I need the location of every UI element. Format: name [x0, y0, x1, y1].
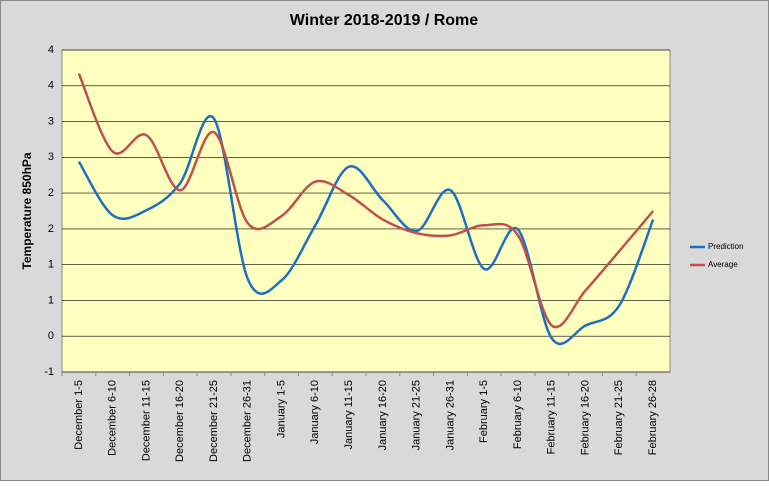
x-tick-label: February 1-5: [478, 380, 490, 443]
x-tick-label: December 16-20: [174, 380, 186, 462]
series-line: [77, 73, 655, 329]
y-tick-label: 1: [48, 259, 54, 271]
x-tick-label: January 26-31: [444, 380, 456, 450]
y-tick-label: 4: [48, 44, 54, 56]
x-tick-label: January 1-5: [275, 380, 287, 438]
x-tick-label: December 26-31: [242, 380, 254, 462]
chart-title: Winter 2018-2019 / Rome: [290, 12, 478, 29]
y-tick-label: 3: [48, 115, 54, 127]
x-tick-label: December 21-25: [208, 380, 220, 462]
x-tick-label: February 11-15: [546, 380, 558, 454]
y-axis-label: Temperature 850hPa: [20, 152, 34, 269]
y-tick-label: 3: [48, 151, 54, 163]
y-tick-label: 4: [48, 80, 54, 92]
x-tick-label: January 6-10: [309, 380, 321, 444]
y-tick-label: 2: [48, 223, 54, 235]
x-tick-label: February 21-25: [613, 380, 625, 455]
x-tick-label: January 11-15: [343, 380, 355, 450]
y-tick-label: 0: [48, 330, 54, 342]
series-line: [77, 114, 655, 346]
y-tick-label: 2: [48, 187, 54, 199]
x-tick-label: January 16-20: [377, 380, 389, 450]
legend-label: Prediction: [708, 242, 744, 251]
x-tick-label: December 1-5: [73, 380, 85, 450]
x-tick-label: December 6-10: [107, 380, 119, 456]
y-tick-label: 1: [48, 294, 54, 306]
plot-area: [61, 49, 671, 373]
legend-label: Average: [708, 260, 738, 269]
y-tick-label: -1: [44, 366, 54, 378]
x-tick-label: February 6-10: [512, 380, 524, 449]
x-tick-label: February 26-28: [647, 380, 659, 455]
x-tick-label: January 21-25: [411, 380, 423, 450]
x-tick-label: December 11-15: [140, 380, 152, 461]
x-tick-label: February 16-20: [579, 380, 591, 455]
